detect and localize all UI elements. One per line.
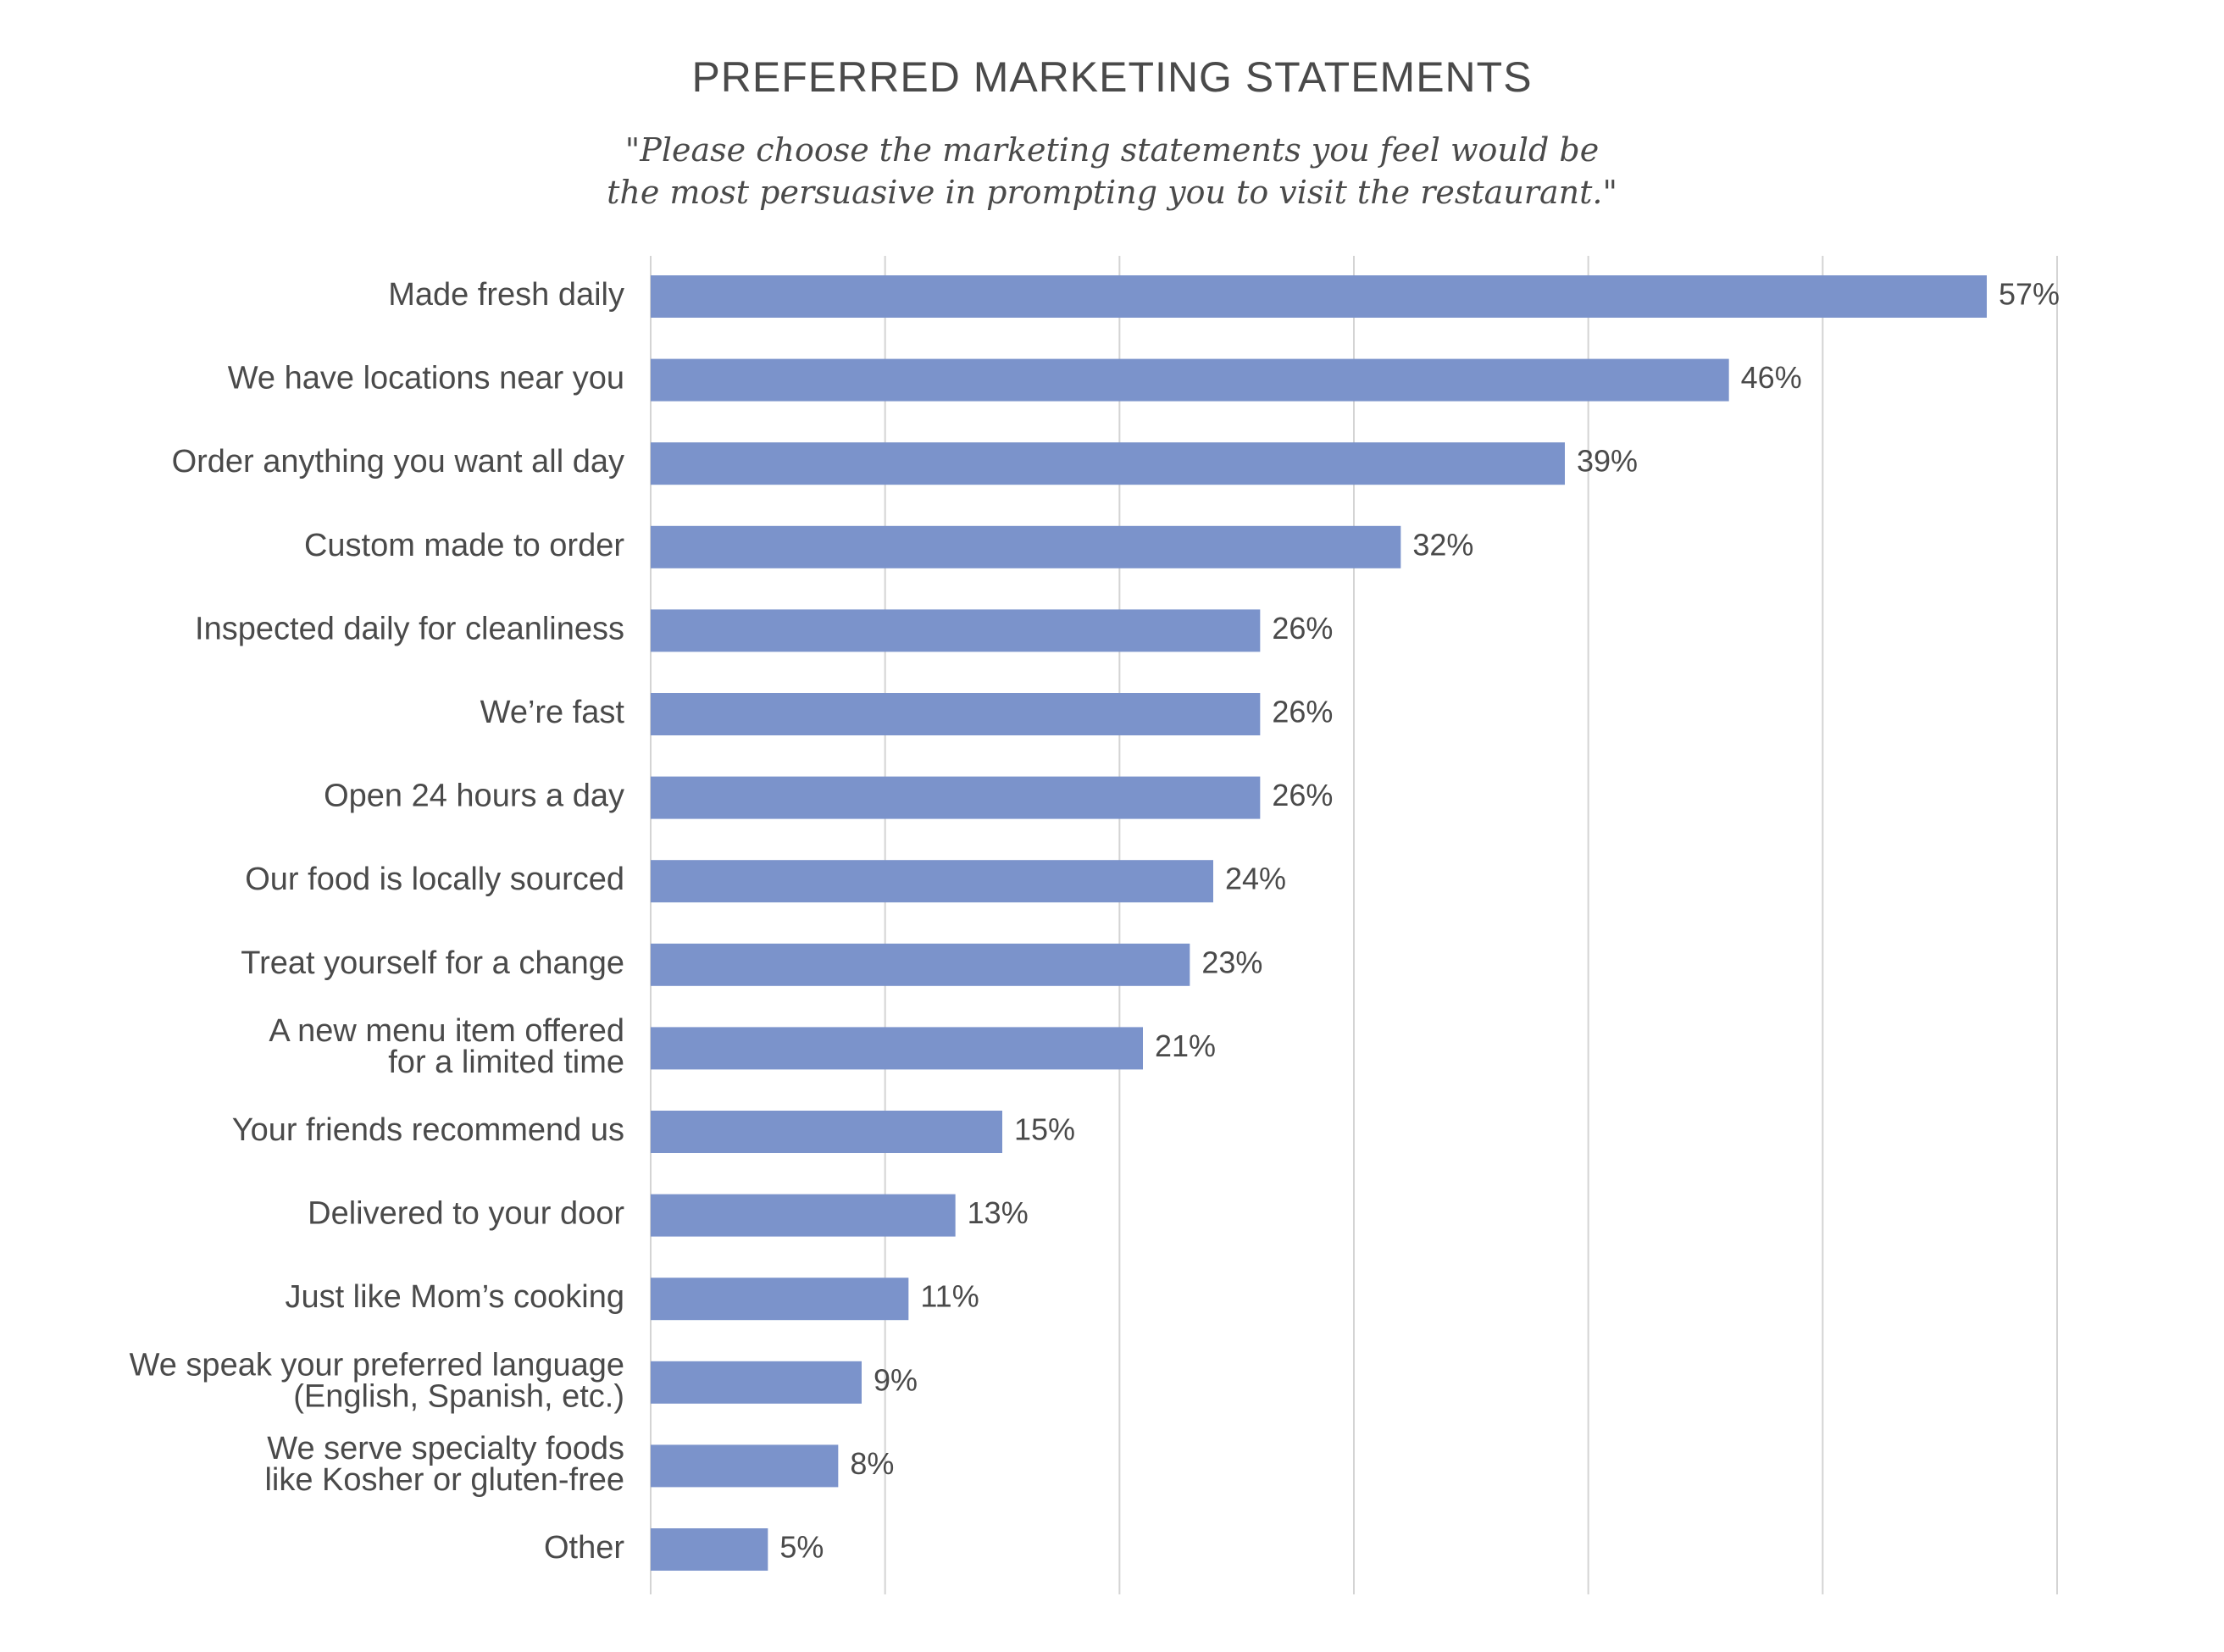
category-label-10: Your friends recommend us xyxy=(232,1112,624,1148)
category-labels: Made fresh daily We have locations near y… xyxy=(130,277,625,1566)
value-label-11: 13% xyxy=(968,1195,1029,1230)
bar-8 xyxy=(651,943,1190,986)
category-label-11-line-0: Delivered to your door xyxy=(308,1196,624,1232)
value-label-9: 21% xyxy=(1155,1028,1216,1063)
bar-2 xyxy=(651,442,1565,485)
chart-title: PREFERRED MARKETING STATEMENTS xyxy=(691,53,1533,101)
bar-1 xyxy=(651,358,1729,402)
value-label-0: 57% xyxy=(1999,277,2060,312)
category-label-13-line-0: We speak your preferred language xyxy=(130,1347,624,1383)
category-label-2-line-0: Order anything you want all day xyxy=(172,444,624,480)
bar-11 xyxy=(651,1194,956,1237)
value-label-15: 5% xyxy=(779,1530,824,1565)
value-label-3: 32% xyxy=(1412,527,1473,562)
value-label-6: 26% xyxy=(1272,778,1333,812)
category-label-3: Custom made to order xyxy=(304,528,624,563)
category-label-4: Inspected daily for cleanliness xyxy=(195,611,624,646)
category-label-1-line-0: We have locations near you xyxy=(228,361,624,396)
category-label-9: A new menu item offered for a limited tim… xyxy=(269,1013,624,1080)
category-label-11: Delivered to your door xyxy=(308,1196,624,1232)
category-label-8-line-0: Treat yourself for a change xyxy=(241,945,624,981)
category-label-6-line-0: Open 24 hours a day xyxy=(324,779,624,814)
category-label-15-line-0: Other xyxy=(544,1530,624,1566)
bar-13 xyxy=(651,1361,862,1404)
chart-subtitle-line-1: "Please choose the marketing statements … xyxy=(624,131,1600,169)
bar-12 xyxy=(651,1278,909,1321)
category-label-7: Our food is locally sourced xyxy=(245,862,624,897)
value-label-8: 23% xyxy=(1201,945,1262,979)
category-label-0-line-0: Made fresh daily xyxy=(388,277,624,313)
chart-subtitle: "Please choose the marketing statements … xyxy=(0,129,2224,213)
bar-6 xyxy=(651,776,1261,819)
value-labels: 57% 46% 39% 32% 26% 26% 26% 24% 23% 21% 15% 13% 11% 9… xyxy=(779,277,2060,1565)
value-label-7: 24% xyxy=(1225,862,1286,896)
category-label-14-line-1: like Kosher or gluten-free xyxy=(264,1462,624,1498)
bar-14 xyxy=(651,1444,839,1488)
category-label-1: We have locations near you xyxy=(228,361,624,396)
bar-0 xyxy=(651,275,1987,318)
category-label-2: Order anything you want all day xyxy=(172,444,624,480)
bars xyxy=(651,275,1987,1571)
category-label-9-line-0: A new menu item offered xyxy=(269,1013,624,1049)
bar-15 xyxy=(651,1528,768,1571)
bar-3 xyxy=(651,525,1401,568)
value-label-4: 26% xyxy=(1272,611,1333,646)
value-label-14: 8% xyxy=(850,1446,894,1481)
value-label-13: 9% xyxy=(874,1362,918,1397)
value-label-2: 39% xyxy=(1577,444,1638,479)
category-label-14: We serve specialty foods like Kosher or g… xyxy=(264,1431,624,1498)
category-label-15: Other xyxy=(544,1530,624,1566)
bar-9 xyxy=(651,1027,1143,1070)
bar-4 xyxy=(651,609,1261,652)
category-label-14-line-0: We serve specialty foods xyxy=(267,1431,624,1466)
chart-subtitle-line-2: the most persuasive in prompting you to … xyxy=(607,174,1617,211)
category-label-5-line-0: We’re fast xyxy=(480,695,625,730)
value-label-5: 26% xyxy=(1272,695,1333,729)
category-label-12-line-0: Just like Mom’s cooking xyxy=(285,1279,624,1315)
category-label-12: Just like Mom’s cooking xyxy=(285,1279,624,1315)
value-label-10: 15% xyxy=(1014,1112,1075,1147)
bar-7 xyxy=(651,860,1213,903)
bar-10 xyxy=(651,1111,1002,1153)
category-label-0: Made fresh daily xyxy=(388,277,624,313)
category-label-6: Open 24 hours a day xyxy=(324,779,624,814)
category-label-3-line-0: Custom made to order xyxy=(304,528,624,563)
category-label-7-line-0: Our food is locally sourced xyxy=(245,862,624,897)
category-label-4-line-0: Inspected daily for cleanliness xyxy=(195,611,624,646)
category-label-8: Treat yourself for a change xyxy=(241,945,624,981)
value-label-1: 46% xyxy=(1741,360,1802,395)
category-label-10-line-0: Your friends recommend us xyxy=(232,1112,624,1148)
bar-5 xyxy=(651,693,1261,735)
category-label-5: We’re fast xyxy=(480,695,625,730)
category-label-13-line-1: (English, Spanish, etc.) xyxy=(293,1378,624,1414)
category-label-13: We speak your preferred language (English… xyxy=(130,1347,624,1414)
category-label-9-line-1: for a limited time xyxy=(388,1045,624,1080)
value-label-12: 11% xyxy=(920,1279,979,1314)
